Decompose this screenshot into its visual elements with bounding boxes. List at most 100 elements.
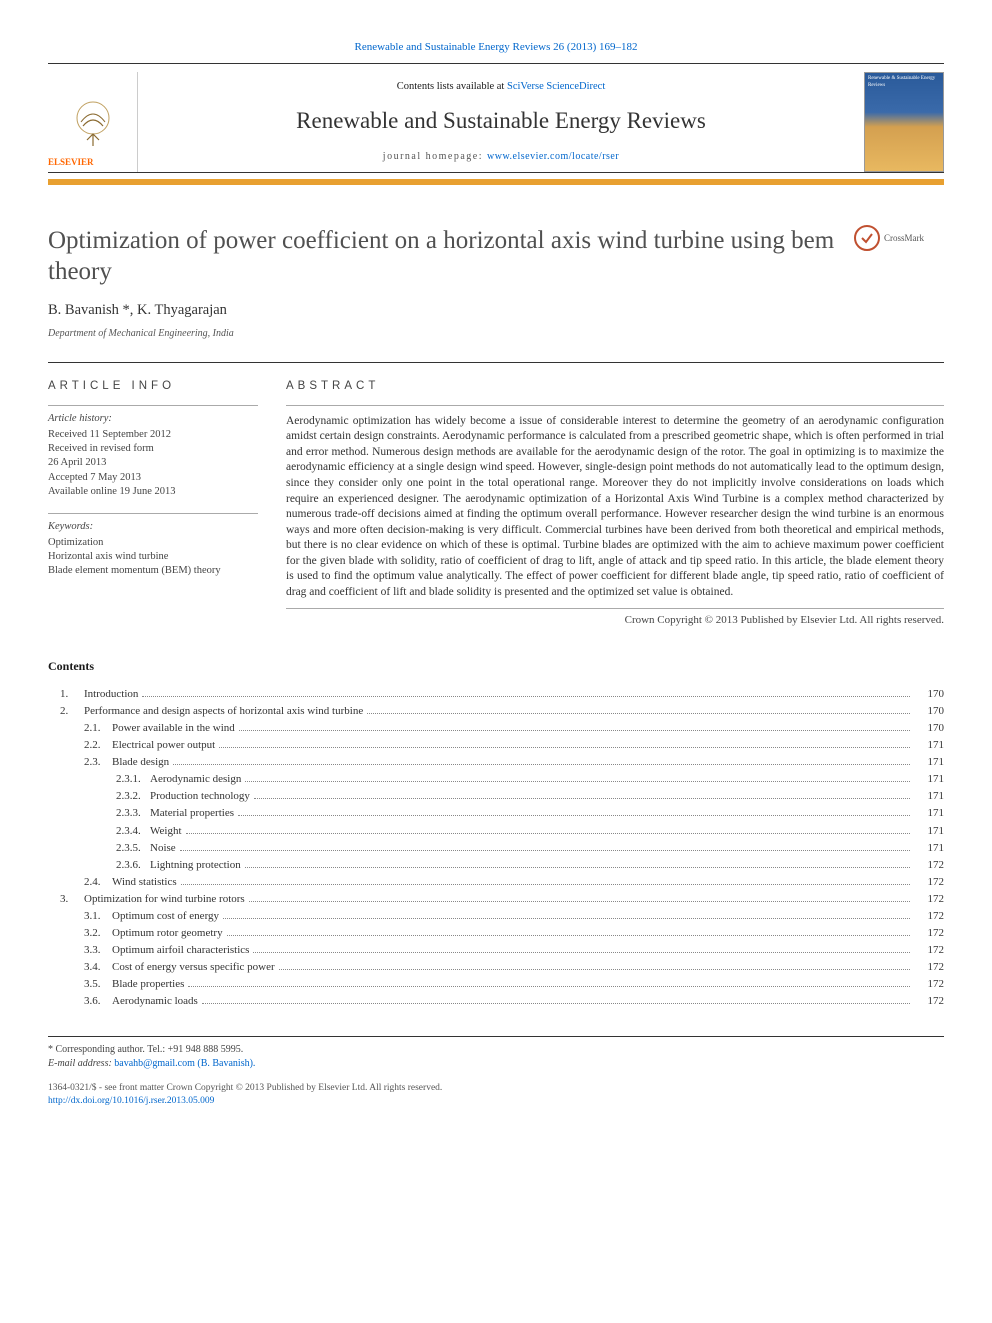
email-label: E-mail address: [48,1058,114,1069]
toc-leader-dots [249,901,910,902]
doi-link[interactable]: http://dx.doi.org/10.1016/j.rser.2013.05… [48,1096,214,1106]
keywords-block: Keywords: Optimization Horizontal axis w… [48,513,258,579]
journal-cover-thumbnail: Renewable & Sustainable Energy Reviews [864,72,944,172]
toc-leader-dots [253,952,910,953]
toc-page: 172 [914,891,944,908]
toc-row[interactable]: 2.3.3.Material properties171 [48,805,944,822]
toc-row[interactable]: 2.3.2.Production technology171 [48,788,944,805]
header-accent-bar [48,179,944,185]
keyword: Optimization [48,536,258,550]
toc-number: 2.3.2. [48,788,150,805]
sciencedirect-link[interactable]: SciVerse ScienceDirect [507,81,605,92]
toc-row[interactable]: 3.1.Optimum cost of energy 172 [48,908,944,925]
article-info-heading: ARTICLE INFO [48,379,258,395]
abstract-column: ABSTRACT Aerodynamic optimization has wi… [286,379,944,628]
toc-leader-dots [367,713,910,714]
keyword: Blade element momentum (BEM) theory [48,564,258,578]
toc-page: 172 [914,874,944,891]
toc-row[interactable]: 2.3.4.Weight171 [48,823,944,840]
issn-line: 1364-0321/$ - see front matter Crown Cop… [48,1082,944,1095]
toc-row[interactable]: 3.4.Cost of energy versus specific power… [48,959,944,976]
toc-label: Weight [150,823,182,840]
journal-header: ELSEVIER Contents lists available at Sci… [48,63,944,173]
toc-leader-dots [223,918,910,919]
toc-row[interactable]: 2.4.Wind statistics172 [48,874,944,891]
footnotes: * Corresponding author. Tel.: +91 948 88… [48,1036,944,1070]
toc-number: 3.5. [48,976,112,993]
toc-number: 3.4. [48,959,112,976]
toc-leader-dots [181,884,910,885]
toc-leader-dots [239,730,910,731]
toc-number: 2.1. [48,720,112,737]
toc-page: 172 [914,993,944,1010]
crossmark-label: CrossMark [884,232,924,244]
toc-row[interactable]: 2.2.Electrical power output171 [48,737,944,754]
toc-number: 2.3.1. [48,771,150,788]
toc-leader-dots [180,850,910,851]
toc-page: 171 [914,737,944,754]
toc-page: 170 [914,686,944,703]
toc-page: 171 [914,788,944,805]
toc-page: 171 [914,840,944,857]
elsevier-logo: ELSEVIER [48,72,138,172]
toc-label: Aerodynamic design [150,771,241,788]
toc-row[interactable]: 3.2.Optimum rotor geometry172 [48,925,944,942]
toc-page: 172 [914,857,944,874]
journal-homepage-link[interactable]: www.elsevier.com/locate/rser [487,151,619,162]
toc-page: 172 [914,959,944,976]
toc-page: 171 [914,823,944,840]
toc-number: 2.3.3. [48,805,150,822]
revised-line1: Received in revised form [48,442,258,456]
toc-label: Electrical power output [112,737,215,754]
toc-label: Optimum airfoil characteristics [112,942,249,959]
toc-label: Blade properties [112,976,184,993]
toc-number: 3. [48,891,84,908]
toc-number: 2.3.5. [48,840,150,857]
toc-number: 3.2. [48,925,112,942]
toc-row[interactable]: 3.Optimization for wind turbine rotors17… [48,891,944,908]
toc-row[interactable]: 2.1.Power available in the wind170 [48,720,944,737]
abstract-body: Aerodynamic optimization has widely beco… [286,405,944,600]
crossmark-icon [854,225,880,251]
toc-row[interactable]: 1.Introduction 170 [48,686,944,703]
toc-label: Power available in the wind [112,720,235,737]
article-history-block: Article history: Received 11 September 2… [48,405,258,499]
contents-prefix: Contents lists available at [397,81,507,92]
keyword: Horizontal axis wind turbine [48,550,258,564]
toc-row[interactable]: 3.3.Optimum airfoil characteristics172 [48,942,944,959]
toc-leader-dots [219,747,910,748]
journal-citation-link[interactable]: Renewable and Sustainable Energy Reviews… [355,41,638,53]
toc-row[interactable]: 2.3.5.Noise171 [48,840,944,857]
toc-label: Optimum cost of energy [112,908,219,925]
toc-leader-dots [188,986,910,987]
toc-page: 171 [914,754,944,771]
elsevier-wordmark: ELSEVIER [48,156,137,168]
history-label: Article history: [48,412,258,426]
toc-row[interactable]: 2.3.Blade design171 [48,754,944,771]
toc-row[interactable]: 2.Performance and design aspects of hori… [48,703,944,720]
bottom-metadata: 1364-0321/$ - see front matter Crown Cop… [48,1082,944,1108]
toc-number: 3.1. [48,908,112,925]
toc-label: Introduction [84,686,138,703]
keywords-label: Keywords: [48,520,258,534]
toc-page: 172 [914,976,944,993]
toc-label: Blade design [112,754,169,771]
revised-line2: 26 April 2013 [48,456,258,470]
received-date: Received 11 September 2012 [48,428,258,442]
toc-leader-dots [186,833,911,834]
crossmark-badge[interactable]: CrossMark [854,225,944,251]
toc-page: 172 [914,908,944,925]
toc-leader-dots [202,1003,910,1004]
toc-page: 171 [914,771,944,788]
toc-leader-dots [227,935,910,936]
toc-row[interactable]: 2.3.6.Lightning protection172 [48,857,944,874]
author-email-link[interactable]: bavahb@gmail.com (B. Bavanish). [114,1058,255,1069]
toc-number: 3.3. [48,942,112,959]
toc-row[interactable]: 2.3.1.Aerodynamic design 171 [48,771,944,788]
toc-label: Performance and design aspects of horizo… [84,703,363,720]
toc-row[interactable]: 3.6.Aerodynamic loads172 [48,993,944,1010]
contents-heading: Contents [48,658,944,674]
toc-page: 170 [914,703,944,720]
toc-row[interactable]: 3.5.Blade properties 172 [48,976,944,993]
toc-number: 1. [48,686,84,703]
